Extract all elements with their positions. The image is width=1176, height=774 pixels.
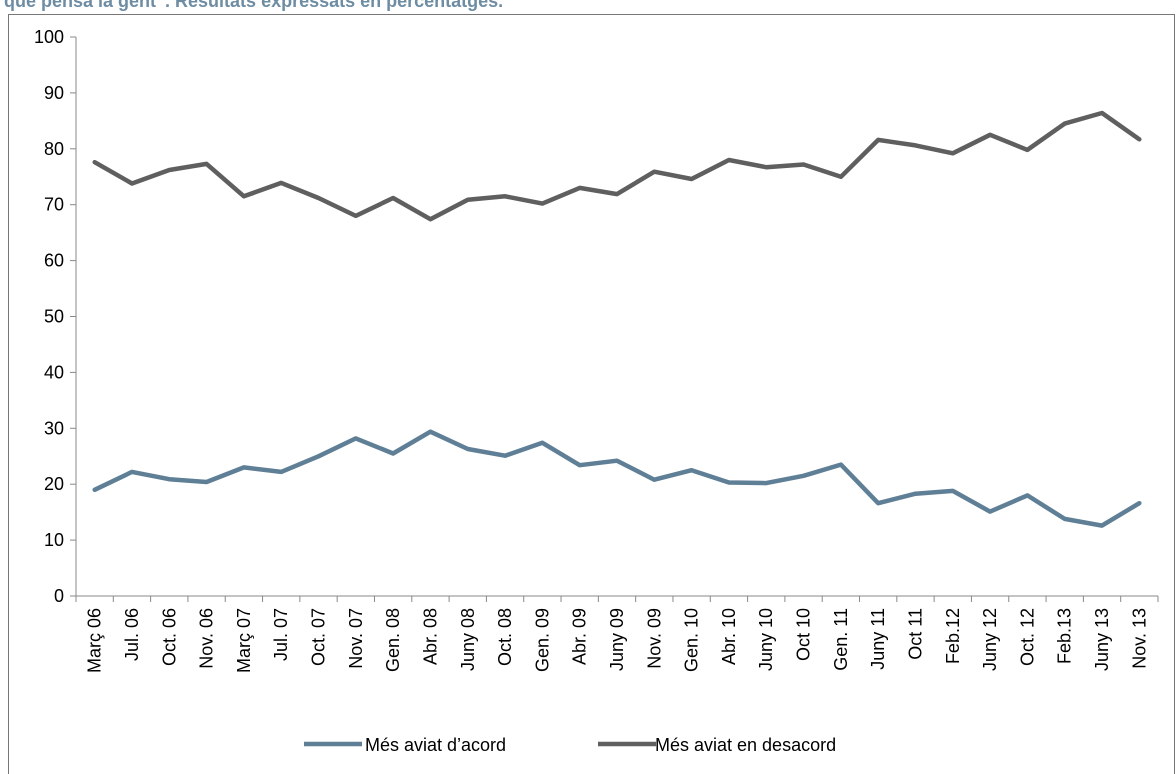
legend: Més aviat d’acord Més aviat en desacord — [304, 735, 836, 755]
x-tick-label: Juny 09 — [607, 608, 627, 671]
y-tick-label: 60 — [44, 251, 64, 271]
series-line-0 — [95, 432, 1140, 526]
x-tick-label: Gen. 09 — [532, 608, 552, 672]
x-tick-label: Juny 08 — [458, 608, 478, 671]
y-tick-label: 40 — [44, 362, 64, 382]
x-tick-label: Oct. 08 — [495, 608, 515, 666]
y-tick-label: 100 — [34, 27, 64, 47]
x-tick-label: Feb.12 — [943, 608, 963, 664]
x-tick-label: Jul. 07 — [271, 608, 291, 661]
y-tick-label: 80 — [44, 139, 64, 159]
x-tick-label: Març 07 — [234, 608, 254, 673]
x-tick-label: Juny 12 — [980, 608, 1000, 671]
x-tick-label: Gen. 10 — [682, 608, 702, 672]
y-tick-label: 20 — [44, 474, 64, 494]
x-tick-label: Jul. 06 — [122, 608, 142, 661]
x-tick-label: Nov. 07 — [346, 608, 366, 669]
series-line-1 — [95, 113, 1140, 219]
series-layer — [95, 113, 1140, 526]
x-tick-label: Gen. 08 — [383, 608, 403, 672]
x-tick-label: Nov. 06 — [197, 608, 217, 669]
legend-label-0: Més aviat d’acord — [365, 735, 506, 755]
x-tick-label: Nov. 13 — [1129, 608, 1149, 669]
x-tick-label: Juny 10 — [756, 608, 776, 671]
y-axis: 0 10 20 30 40 50 60 70 80 90 100 — [34, 27, 76, 606]
x-tick-label: Oct. 12 — [1017, 608, 1037, 666]
x-tick-label: Març 06 — [85, 608, 105, 673]
x-tick-label: Abr. 08 — [420, 608, 440, 665]
x-tick-label: Feb.13 — [1055, 608, 1075, 664]
x-tick-label: Oct 11 — [905, 608, 925, 660]
x-tick-label: Oct 10 — [794, 608, 814, 661]
y-tick-label: 30 — [44, 418, 64, 438]
legend-label-1: Més aviat en desacord — [655, 735, 836, 755]
y-tick-label: 70 — [44, 195, 64, 215]
x-tick-label: Oct. 06 — [159, 608, 179, 666]
x-tick-label: Gen. 11 — [831, 608, 851, 671]
x-tick-label: Juny 11 — [868, 608, 888, 670]
y-tick-label: 90 — [44, 83, 64, 103]
x-tick-label: Abr. 09 — [570, 608, 590, 665]
y-tick-label: 0 — [54, 586, 64, 606]
x-tick-label: Juny 13 — [1092, 608, 1112, 671]
y-tick-label: 50 — [44, 307, 64, 327]
x-axis: Març 06 Jul. 06 Oct. 06 Nov. 06 Març 07 Jul. … — [76, 596, 1158, 673]
x-tick-label: Oct. 07 — [309, 608, 329, 666]
x-tick-label: Abr. 10 — [719, 608, 739, 665]
x-tick-label: Nov. 09 — [644, 608, 664, 669]
y-tick-label: 10 — [44, 530, 64, 550]
